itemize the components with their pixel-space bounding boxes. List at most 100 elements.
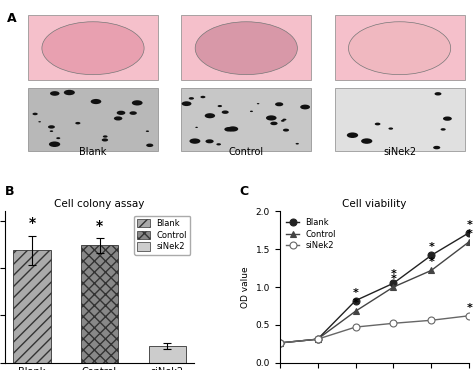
Ellipse shape xyxy=(205,139,214,143)
Ellipse shape xyxy=(216,143,221,145)
Ellipse shape xyxy=(222,111,229,114)
Ellipse shape xyxy=(50,91,60,96)
Ellipse shape xyxy=(348,22,451,75)
Ellipse shape xyxy=(146,144,153,147)
Line: Blank: Blank xyxy=(276,229,473,346)
Bar xyxy=(28,88,158,151)
Ellipse shape xyxy=(56,137,60,139)
Ellipse shape xyxy=(132,100,143,105)
Y-axis label: OD value: OD value xyxy=(241,266,250,308)
siNek2 xyxy=(353,325,358,329)
siNek2 xyxy=(277,341,283,345)
Bar xyxy=(181,15,311,80)
Ellipse shape xyxy=(347,132,358,138)
Control xyxy=(391,285,396,289)
Ellipse shape xyxy=(389,127,393,130)
Ellipse shape xyxy=(42,22,144,75)
Control xyxy=(428,268,434,273)
Ellipse shape xyxy=(218,105,222,107)
siNek2 xyxy=(315,337,320,342)
Text: C: C xyxy=(239,185,248,198)
Ellipse shape xyxy=(102,138,108,141)
Blank xyxy=(428,253,434,258)
Blank xyxy=(391,281,396,286)
Bar xyxy=(335,88,465,151)
Bar xyxy=(148,346,186,363)
Bar xyxy=(181,88,311,151)
siNek2 xyxy=(466,313,472,318)
Text: *: * xyxy=(353,287,358,297)
Ellipse shape xyxy=(266,115,277,121)
Ellipse shape xyxy=(146,131,149,132)
Text: *: * xyxy=(428,242,434,252)
siNek2 xyxy=(428,318,434,323)
Legend: Blank, Control, siNek2: Blank, Control, siNek2 xyxy=(134,216,190,255)
Text: Control: Control xyxy=(229,147,264,157)
Text: siNek2: siNek2 xyxy=(383,147,416,157)
Ellipse shape xyxy=(129,111,137,115)
Ellipse shape xyxy=(64,90,75,95)
Ellipse shape xyxy=(117,111,125,115)
Text: *: * xyxy=(428,258,434,268)
Ellipse shape xyxy=(433,146,440,149)
Bar xyxy=(335,15,465,80)
Ellipse shape xyxy=(33,113,38,115)
Control xyxy=(353,309,358,313)
Blank xyxy=(315,337,320,342)
Ellipse shape xyxy=(195,127,198,128)
Blank xyxy=(277,341,283,345)
Line: Control: Control xyxy=(276,238,473,346)
Control xyxy=(466,239,472,244)
Ellipse shape xyxy=(48,125,55,129)
Text: *: * xyxy=(353,298,358,308)
Ellipse shape xyxy=(283,129,289,132)
Text: *: * xyxy=(28,216,36,231)
Ellipse shape xyxy=(228,126,238,132)
Blank xyxy=(353,299,358,303)
Ellipse shape xyxy=(250,111,253,112)
Ellipse shape xyxy=(281,120,285,122)
Ellipse shape xyxy=(275,102,283,106)
Bar xyxy=(28,15,158,80)
Ellipse shape xyxy=(189,97,194,100)
Title: Cell colony assay: Cell colony assay xyxy=(55,199,145,209)
Ellipse shape xyxy=(114,116,122,121)
Text: *: * xyxy=(96,219,103,233)
Blank xyxy=(466,231,472,235)
Bar xyxy=(81,245,118,363)
Ellipse shape xyxy=(257,103,259,104)
Ellipse shape xyxy=(300,105,310,110)
Ellipse shape xyxy=(224,127,234,132)
Ellipse shape xyxy=(49,141,60,147)
Ellipse shape xyxy=(205,113,215,118)
Ellipse shape xyxy=(361,138,373,144)
Text: *: * xyxy=(391,269,396,279)
Control xyxy=(315,337,320,342)
Text: *: * xyxy=(391,274,396,284)
siNek2 xyxy=(391,321,396,326)
Ellipse shape xyxy=(190,138,201,144)
Ellipse shape xyxy=(375,122,381,125)
Text: Blank: Blank xyxy=(79,147,107,157)
Text: *: * xyxy=(466,303,472,313)
Text: A: A xyxy=(7,12,17,25)
Ellipse shape xyxy=(441,128,446,131)
Ellipse shape xyxy=(435,92,441,95)
Control xyxy=(277,341,283,345)
Text: *: * xyxy=(466,219,472,230)
Ellipse shape xyxy=(50,130,53,132)
Ellipse shape xyxy=(75,122,81,124)
Text: B: B xyxy=(5,185,14,198)
Ellipse shape xyxy=(283,119,286,121)
Legend: Blank, Control, siNek2: Blank, Control, siNek2 xyxy=(284,216,338,253)
Ellipse shape xyxy=(270,122,278,125)
Ellipse shape xyxy=(91,99,101,104)
Ellipse shape xyxy=(201,96,205,98)
Title: Cell viability: Cell viability xyxy=(342,199,407,209)
Line: siNek2: siNek2 xyxy=(276,312,473,346)
Ellipse shape xyxy=(103,135,108,138)
Ellipse shape xyxy=(38,121,41,122)
Text: *: * xyxy=(466,229,472,239)
Ellipse shape xyxy=(296,143,299,145)
Ellipse shape xyxy=(195,22,297,75)
